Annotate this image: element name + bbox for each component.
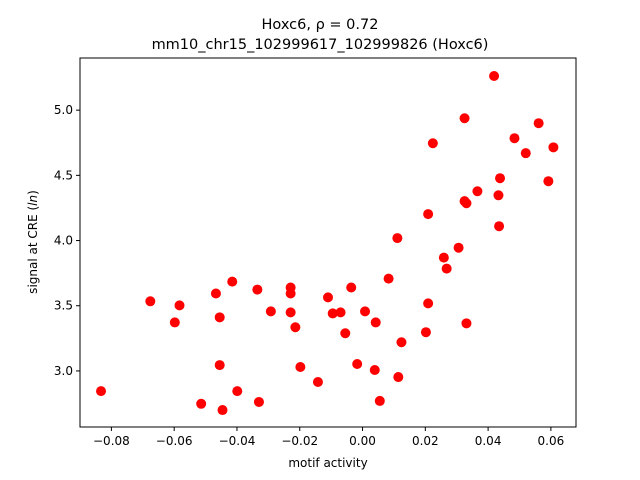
data-point <box>346 282 357 293</box>
data-point <box>509 133 520 144</box>
y-axis-label-ln: ln <box>26 195 40 206</box>
data-point <box>543 176 554 187</box>
data-point <box>285 307 296 318</box>
data-point <box>459 113 470 124</box>
x-axis-ticks: −0.08 −0.06 −0.04 −0.02 0.00 0.02 0.04 0.06 <box>93 427 564 448</box>
data-point <box>533 118 544 129</box>
data-point <box>396 337 407 348</box>
data-point <box>420 327 431 338</box>
data-point <box>370 317 381 328</box>
y-axis-label: signal at CRE (ln) <box>26 190 40 294</box>
x-tick-label: 0.06 <box>538 434 565 448</box>
x-tick-label: 0.02 <box>412 434 439 448</box>
data-point <box>252 284 263 295</box>
data-point <box>253 396 264 407</box>
data-point <box>472 186 483 197</box>
data-point <box>312 377 323 388</box>
data-point <box>335 307 346 318</box>
data-point <box>210 288 221 299</box>
x-tick-label: −0.04 <box>219 434 256 448</box>
data-point <box>227 276 238 287</box>
x-tick-label: 0.04 <box>475 434 502 448</box>
y-tick-label: 4.0 <box>54 234 73 248</box>
data-point <box>461 318 472 329</box>
data-point <box>290 322 301 333</box>
data-point <box>196 398 207 409</box>
data-point <box>214 312 225 323</box>
data-point <box>295 362 306 373</box>
data-point <box>393 372 404 383</box>
data-point <box>461 198 472 209</box>
y-axis-label-suffix: ) <box>26 190 40 195</box>
data-point <box>495 173 506 184</box>
chart-title-line1: Hoxc6, ρ = 0.72 <box>262 17 379 33</box>
data-point <box>392 233 403 244</box>
y-tick-label: 5.0 <box>54 103 73 117</box>
data-point <box>441 263 452 274</box>
data-point <box>217 405 228 416</box>
plot-area-frame <box>79 57 577 428</box>
data-point <box>174 300 185 311</box>
y-axis-ticks: 3.0 3.5 4.0 4.5 5.0 <box>54 103 80 378</box>
data-point <box>489 70 500 81</box>
data-point <box>423 209 434 220</box>
data-point <box>423 298 434 309</box>
x-tick-label: −0.08 <box>93 434 130 448</box>
x-tick-label: −0.02 <box>281 434 318 448</box>
data-point <box>493 190 504 201</box>
data-point <box>232 386 243 397</box>
x-tick-label: −0.06 <box>156 434 193 448</box>
data-point <box>340 328 351 339</box>
data-points <box>96 70 559 416</box>
data-point <box>214 360 225 371</box>
y-axis-label-prefix: signal at CRE ( <box>26 206 40 294</box>
data-point <box>374 395 385 406</box>
data-point <box>323 292 333 303</box>
x-axis-label: motif activity <box>288 456 367 470</box>
data-point <box>548 142 559 153</box>
y-tick-label: 4.5 <box>54 168 73 182</box>
data-point <box>96 386 107 397</box>
data-point <box>285 288 296 299</box>
data-point <box>383 273 394 284</box>
data-point <box>453 242 464 253</box>
data-point <box>438 252 449 263</box>
y-tick-label: 3.5 <box>54 299 73 313</box>
data-point <box>145 296 156 307</box>
chart-title-line2: mm10_chr15_102999617_102999826 (Hoxc6) <box>152 37 489 53</box>
data-point <box>369 365 380 376</box>
data-point <box>494 221 505 232</box>
data-point <box>427 138 438 149</box>
data-point <box>360 306 371 317</box>
data-point <box>265 306 276 317</box>
x-tick-label: 0.00 <box>349 434 376 448</box>
data-point <box>327 308 338 319</box>
data-point <box>169 317 180 328</box>
data-point <box>352 359 363 370</box>
y-tick-label: 3.0 <box>54 364 73 378</box>
data-point <box>520 148 531 159</box>
